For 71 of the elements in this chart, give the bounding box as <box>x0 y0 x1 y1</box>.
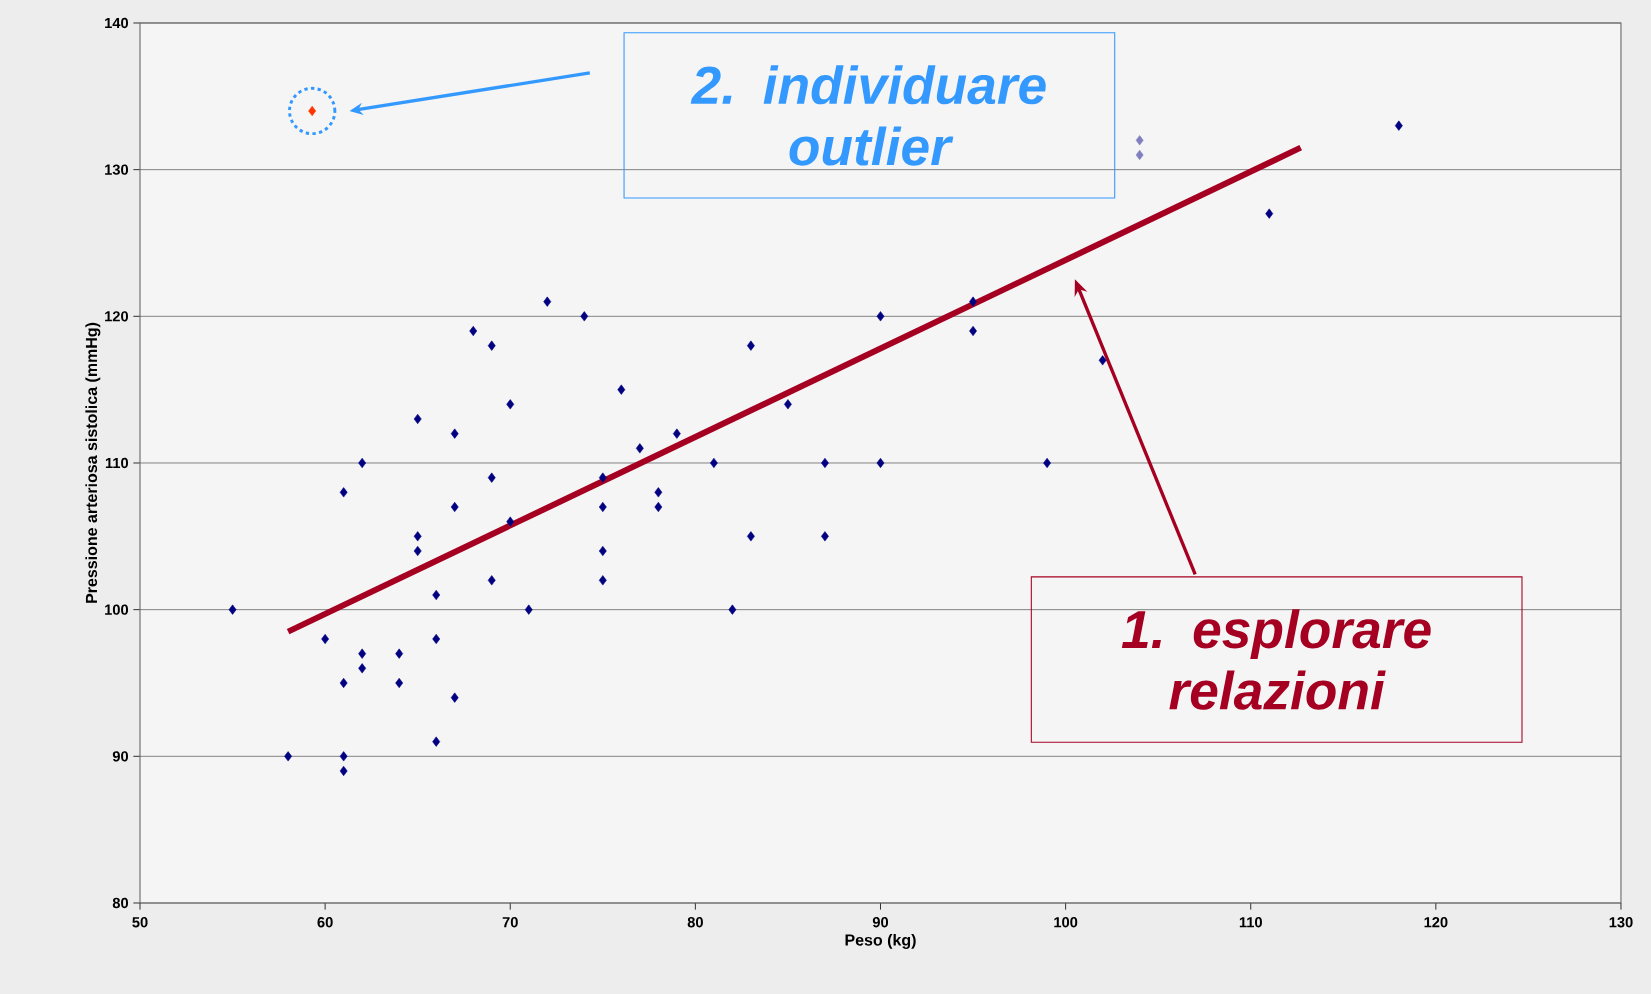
point <box>784 399 792 410</box>
x-tick-label: 120 <box>1424 917 1448 928</box>
point <box>358 648 367 659</box>
y-tick-label: 80 <box>112 897 129 909</box>
point <box>506 399 515 410</box>
point <box>654 487 663 498</box>
y-tick-label: 100 <box>105 604 129 615</box>
point <box>339 751 348 762</box>
point <box>339 765 348 777</box>
point <box>598 472 607 483</box>
point <box>654 501 663 513</box>
point <box>1135 135 1144 146</box>
point <box>450 428 459 439</box>
point <box>876 311 885 322</box>
point <box>543 296 552 307</box>
point <box>747 531 755 542</box>
annotation: 1. esplorare relazioni <box>1121 609 1431 710</box>
point <box>617 384 626 395</box>
point <box>487 575 496 586</box>
point <box>598 545 607 557</box>
point <box>1098 355 1107 366</box>
point <box>413 545 422 557</box>
point <box>432 589 441 601</box>
point <box>432 633 441 645</box>
x-tick-label: 50 <box>132 917 148 928</box>
point <box>413 531 422 542</box>
y-tick-label: 90 <box>112 751 129 762</box>
y-tick-label: 130 <box>105 164 129 175</box>
y-tick-label: 110 <box>105 457 129 469</box>
point <box>876 457 885 469</box>
point <box>339 677 348 689</box>
x-tick-label: 130 <box>1609 917 1633 928</box>
point <box>747 340 755 351</box>
point <box>358 457 367 469</box>
point <box>339 487 348 498</box>
x-axis-title: Peso (kg) <box>845 933 916 949</box>
point <box>728 604 737 615</box>
point <box>284 751 292 762</box>
y-axis-title: Pressione arteriosa sistolica (mmHg) <box>85 322 101 603</box>
point <box>524 604 533 615</box>
x-tick-label: 80 <box>687 917 703 928</box>
point <box>821 531 829 542</box>
point <box>413 413 422 425</box>
y-tick-label: 120 <box>105 311 129 322</box>
point <box>358 663 367 674</box>
point <box>487 472 496 483</box>
point <box>635 443 644 454</box>
point <box>450 692 459 703</box>
x-tick-label: 110 <box>1239 917 1262 928</box>
point <box>969 296 977 307</box>
point <box>672 428 681 439</box>
point <box>506 516 515 527</box>
y-tick-label: 140 <box>105 17 129 29</box>
point <box>432 736 441 747</box>
x-tick-label: 60 <box>317 917 333 928</box>
point <box>580 311 589 322</box>
annotation: 2. individuare outlier <box>690 65 1046 166</box>
point <box>450 501 459 513</box>
point <box>395 677 404 689</box>
x-tick-label: 70 <box>502 917 518 928</box>
point <box>228 604 237 615</box>
x-tick-label: 90 <box>872 917 889 928</box>
x-tick-label: 100 <box>1054 917 1078 928</box>
point <box>395 648 404 659</box>
point <box>469 325 478 337</box>
point <box>1394 120 1403 131</box>
point <box>1265 208 1274 219</box>
point <box>598 501 607 513</box>
point <box>598 575 607 586</box>
point <box>1135 149 1144 161</box>
point <box>487 340 496 351</box>
